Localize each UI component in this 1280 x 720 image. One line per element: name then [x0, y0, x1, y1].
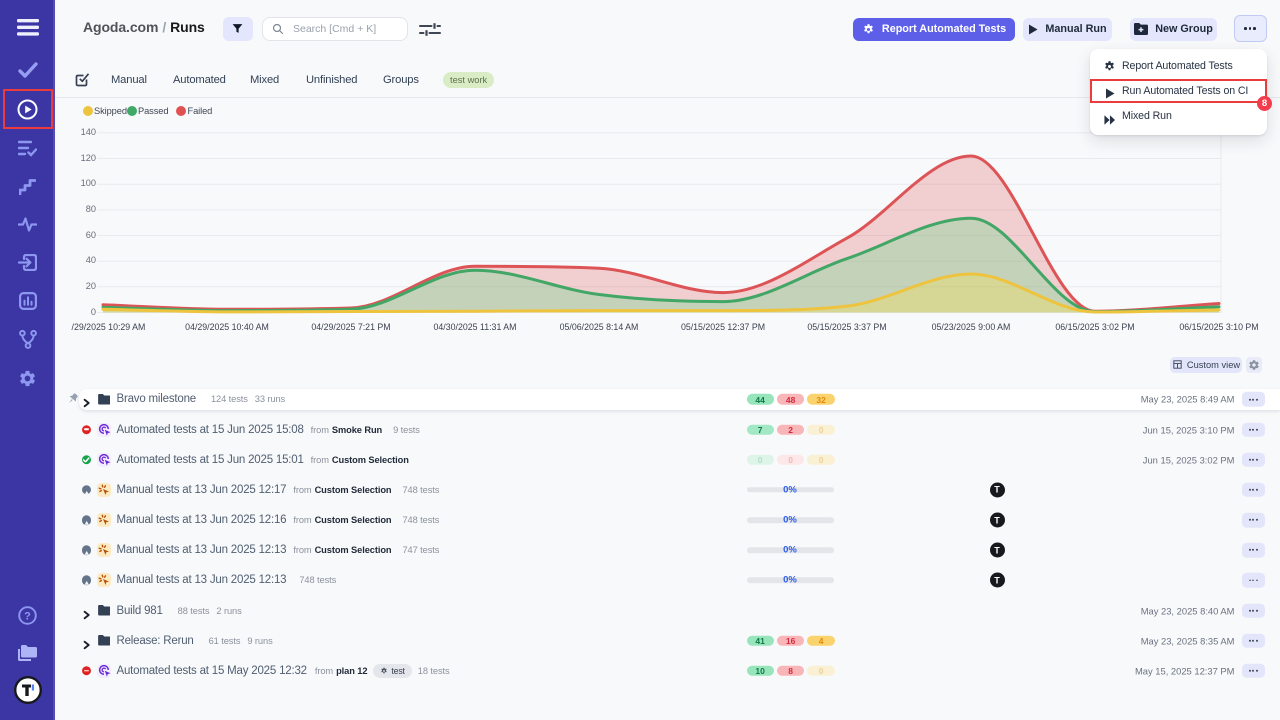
- svg-text:?: ?: [24, 610, 31, 622]
